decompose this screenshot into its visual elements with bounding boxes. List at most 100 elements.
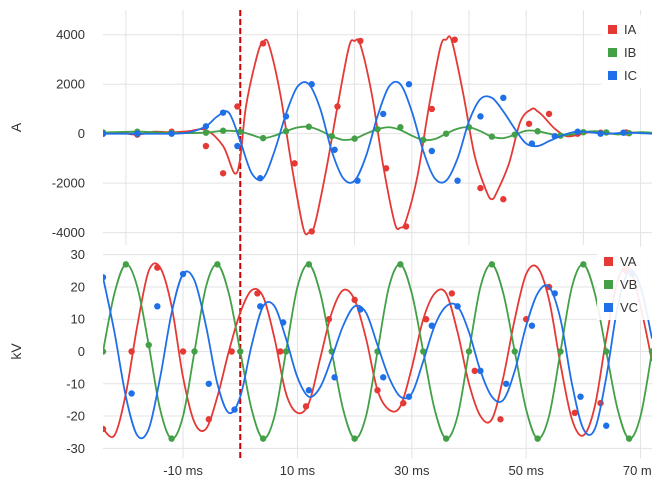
data-point-vc bbox=[477, 367, 484, 375]
data-point-vb bbox=[420, 348, 427, 355]
data-point-va bbox=[154, 264, 161, 271]
data-point-vc bbox=[305, 387, 313, 394]
data-point-ic bbox=[454, 177, 461, 184]
legend-label[interactable]: VA bbox=[620, 254, 637, 269]
data-point-ia bbox=[525, 120, 533, 127]
data-point-vb bbox=[557, 348, 564, 355]
data-point-vc bbox=[179, 270, 187, 278]
data-point-va bbox=[351, 296, 358, 304]
data-point-vc bbox=[331, 374, 338, 381]
data-point-va bbox=[571, 409, 578, 417]
data-point-vb bbox=[103, 348, 107, 355]
series-vb bbox=[103, 261, 652, 442]
data-point-ia bbox=[308, 228, 315, 235]
data-point-vc bbox=[279, 319, 287, 326]
data-point-vc bbox=[128, 390, 135, 397]
y-tick-label: 0 bbox=[78, 344, 85, 359]
data-point-ib bbox=[397, 124, 404, 131]
y-tick-label: 30 bbox=[71, 247, 85, 262]
data-point-ia bbox=[428, 105, 436, 113]
data-point-vc bbox=[380, 374, 387, 381]
data-point-vc bbox=[603, 422, 610, 429]
data-point-vc bbox=[357, 306, 364, 313]
data-point-ic bbox=[354, 177, 361, 184]
data-point-va bbox=[128, 348, 135, 355]
data-point-ia bbox=[291, 160, 298, 167]
data-point-vb bbox=[351, 435, 358, 442]
y-tick-label: 0 bbox=[78, 126, 85, 141]
legend-swatch[interactable] bbox=[608, 71, 617, 80]
y-tick-label: 20 bbox=[71, 279, 85, 294]
data-point-ib bbox=[259, 134, 267, 142]
data-point-ib bbox=[351, 135, 358, 142]
data-point-vc bbox=[405, 393, 413, 400]
data-point-vb bbox=[488, 261, 496, 268]
data-point-va bbox=[228, 348, 235, 355]
data-point-ia bbox=[402, 223, 410, 230]
data-point-vb bbox=[625, 435, 633, 442]
data-point-va bbox=[325, 316, 333, 323]
data-point-vc bbox=[502, 380, 510, 387]
y-tick-label: -10 bbox=[66, 376, 85, 391]
legend-label[interactable]: IC bbox=[624, 68, 637, 83]
data-point-ia bbox=[259, 40, 267, 47]
data-point-vc bbox=[154, 303, 161, 310]
data-point-va bbox=[400, 399, 407, 407]
data-point-va bbox=[205, 416, 212, 423]
y-axis-title: kV bbox=[8, 343, 24, 360]
x-tick-label: 10 ms bbox=[280, 463, 316, 478]
series-line-vc bbox=[103, 269, 652, 440]
data-point-ic bbox=[428, 147, 436, 155]
data-point-va bbox=[103, 425, 107, 433]
data-point-ic bbox=[308, 81, 315, 88]
data-point-ib bbox=[202, 129, 210, 136]
x-tick-label: 30 ms bbox=[394, 463, 430, 478]
legend-swatch[interactable] bbox=[608, 25, 617, 34]
axes: 4000 2000 0 -2000 -4000 A 30 20 10 0 -10 -20 -30 kV -1… bbox=[8, 27, 652, 478]
y-tick-label: -30 bbox=[66, 441, 85, 456]
data-point-ib bbox=[511, 131, 518, 138]
data-point-ib bbox=[374, 126, 381, 133]
legend-swatch[interactable] bbox=[608, 48, 617, 57]
data-point-vb bbox=[191, 348, 198, 355]
series-ic bbox=[103, 80, 652, 184]
legend-label[interactable]: IB bbox=[624, 45, 636, 60]
y-tick-label: 2000 bbox=[56, 77, 85, 92]
data-point-va bbox=[471, 367, 478, 375]
legend-swatch[interactable] bbox=[604, 257, 613, 266]
legend-label[interactable]: VB bbox=[620, 277, 637, 292]
series-line-ic bbox=[103, 80, 652, 184]
data-point-vb bbox=[305, 261, 313, 268]
data-point-vc bbox=[103, 274, 107, 281]
data-point-ic bbox=[234, 142, 241, 150]
data-point-vb bbox=[648, 348, 652, 355]
data-point-vc bbox=[428, 322, 436, 329]
data-point-va bbox=[497, 416, 504, 423]
legends: IA IB IC VA VB VC bbox=[597, 15, 652, 320]
y-tick-label: 4000 bbox=[56, 27, 85, 42]
x-tick-label: -10 ms bbox=[163, 463, 203, 478]
data-point-vc bbox=[205, 380, 212, 387]
y-axis-title: A bbox=[8, 122, 24, 132]
data-point-ic bbox=[620, 129, 627, 136]
series-lines bbox=[103, 35, 652, 442]
legend-label[interactable]: IA bbox=[624, 22, 637, 37]
data-point-ic bbox=[528, 140, 536, 147]
data-point-vb bbox=[122, 261, 130, 268]
data-point-vb bbox=[237, 348, 244, 355]
data-point-ib bbox=[603, 129, 610, 136]
legend-swatch[interactable] bbox=[604, 303, 613, 312]
data-point-ic bbox=[103, 130, 107, 137]
data-point-ic bbox=[257, 175, 264, 182]
data-point-ic bbox=[477, 113, 484, 120]
y-tick-label: -2000 bbox=[52, 176, 85, 191]
data-point-ib bbox=[282, 128, 290, 135]
data-point-ic bbox=[500, 94, 507, 102]
data-point-ic bbox=[551, 132, 558, 140]
legend-label[interactable]: VC bbox=[620, 300, 638, 315]
data-point-vb bbox=[511, 348, 518, 355]
legend-swatch[interactable] bbox=[604, 280, 613, 289]
data-point-ic bbox=[134, 130, 141, 137]
data-point-ib bbox=[219, 127, 227, 134]
